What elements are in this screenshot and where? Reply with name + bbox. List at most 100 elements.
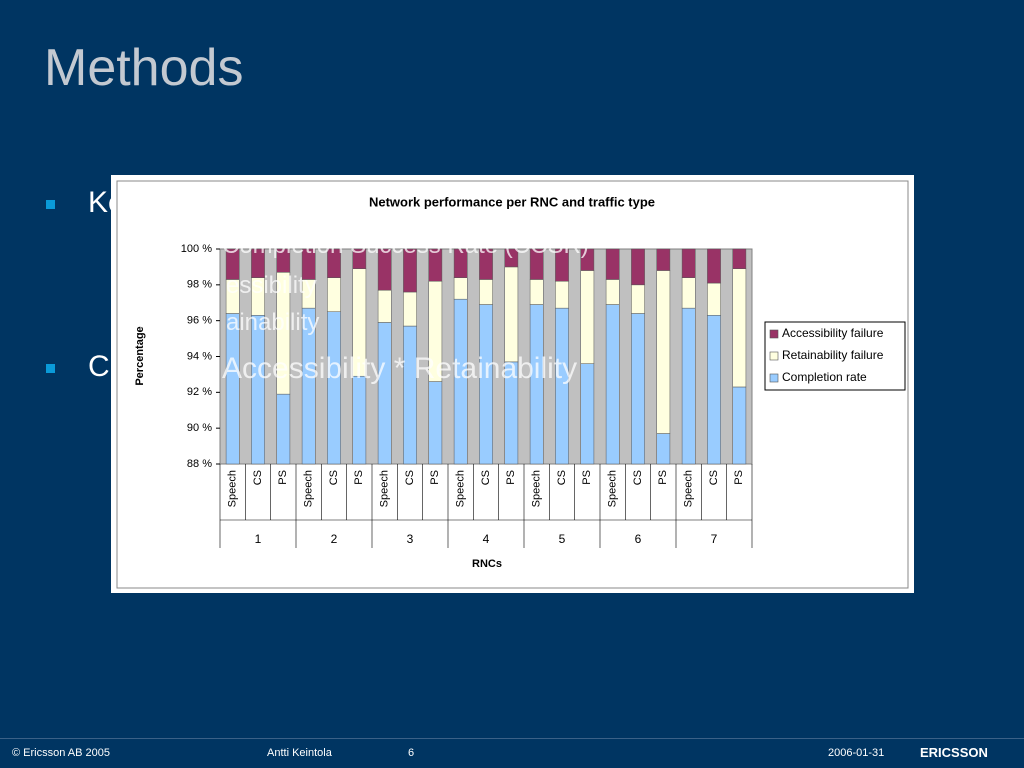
bar-segment — [707, 315, 721, 465]
group-label: 7 — [711, 532, 718, 546]
x-tick-label: Speech — [227, 470, 239, 507]
footer-logo: ERICSSON — [920, 745, 988, 760]
group-label: 3 — [407, 532, 414, 546]
bar-segment — [656, 270, 671, 434]
bar-segment — [225, 248, 240, 280]
x-tick-label: PS — [657, 470, 669, 485]
bar-segment — [428, 381, 443, 465]
bar-segment — [327, 248, 341, 278]
x-tick-label: PS — [581, 470, 593, 485]
legend-label: Retainability failure — [782, 348, 884, 362]
y-tick-label: 94 % — [187, 350, 212, 362]
bar-segment — [276, 393, 291, 465]
bar-segment — [479, 248, 493, 280]
y-tick-label: 88 % — [187, 458, 212, 470]
bar-segment — [529, 248, 544, 280]
bar-segment — [529, 279, 544, 305]
bar-segment — [327, 311, 341, 465]
bar-segment — [605, 248, 620, 280]
bar-segment — [276, 248, 291, 273]
bar-segment — [403, 325, 417, 465]
legend-label: Completion rate — [782, 370, 867, 384]
bar-segment — [656, 433, 671, 465]
bar-segment — [251, 315, 265, 465]
bar-segment — [555, 307, 569, 465]
x-tick-label: CS — [556, 470, 568, 485]
bar-segment — [403, 248, 417, 293]
y-tick-label: 100 % — [181, 243, 212, 255]
group-label: 2 — [331, 532, 338, 546]
y-tick-label: 96 % — [187, 315, 212, 327]
bar-segment — [681, 277, 696, 309]
bar-segment — [327, 277, 341, 312]
bar-segment — [479, 279, 493, 305]
x-tick-label: CS — [252, 470, 264, 485]
group-label: 4 — [483, 532, 490, 546]
x-tick-label: PS — [353, 470, 365, 485]
bar-segment — [605, 304, 620, 465]
bar-segment — [631, 313, 645, 465]
bar-segment — [707, 248, 721, 284]
bar-segment — [377, 322, 392, 465]
x-tick-label: Speech — [607, 470, 619, 507]
legend-swatch — [769, 373, 779, 383]
group-label: 5 — [559, 532, 566, 546]
y-axis-label: Percentage — [134, 326, 146, 385]
legend-swatch — [769, 351, 779, 361]
bullet-overlay: Accessibility * Retainability — [222, 352, 578, 385]
chart-title: Network performance per RNC and traffic … — [369, 194, 655, 209]
bar-segment — [580, 248, 595, 271]
bar-segment — [631, 284, 645, 314]
y-tick-label: 92 % — [187, 386, 212, 398]
slide-title: Methods — [44, 39, 244, 97]
y-tick-label: 98 % — [187, 279, 212, 291]
bullet-icon — [46, 364, 55, 373]
bar-segment — [555, 248, 569, 282]
bar-segment — [453, 277, 468, 300]
bullet-text: C — [88, 350, 110, 383]
bar-segment — [656, 248, 671, 271]
x-tick-label: Speech — [683, 470, 695, 507]
legend-box — [764, 321, 906, 391]
x-axis-label: RNCs — [472, 558, 502, 570]
group-label: 1 — [255, 532, 262, 546]
bullet-icon — [46, 200, 55, 209]
bar-segment — [707, 282, 721, 316]
x-tick-label: CS — [480, 470, 492, 485]
bar-segment — [681, 248, 696, 278]
bar-segment — [681, 307, 696, 465]
x-tick-label: Speech — [531, 470, 543, 507]
bar-segment — [453, 248, 468, 278]
x-tick-label: PS — [505, 470, 517, 485]
x-tick-label: Speech — [455, 470, 467, 507]
x-tick-label: Speech — [303, 470, 315, 507]
group-label: 6 — [635, 532, 642, 546]
bullet-overlay: essibility — [226, 272, 317, 299]
bar-segment — [605, 279, 620, 305]
footer-page: 6 — [408, 747, 415, 759]
x-tick-label: CS — [708, 470, 720, 485]
x-tick-label: CS — [632, 470, 644, 485]
footer-author: Antti Keintola — [267, 747, 332, 759]
bar-segment — [352, 248, 367, 269]
bar-segment — [631, 248, 645, 286]
bar-segment — [428, 248, 443, 282]
x-tick-label: Speech — [379, 470, 391, 507]
bar-segment — [580, 363, 595, 465]
bar-segment — [352, 375, 367, 465]
x-tick-label: CS — [404, 470, 416, 485]
bar-segment — [377, 248, 392, 291]
footer-copyright: © Ericsson AB 2005 — [12, 747, 110, 759]
bullet-overlay: Completion Success Rate (CCSR) — [222, 232, 589, 259]
x-tick-label: CS — [328, 470, 340, 485]
x-tick-label: PS — [429, 470, 441, 485]
bar-segment — [504, 248, 519, 268]
bar-segment — [504, 266, 519, 363]
bar-segment — [301, 248, 316, 280]
legend-swatch — [769, 329, 779, 339]
bar-segment — [377, 289, 392, 323]
bar-segment — [251, 248, 265, 278]
bullet-overlay: ainability — [226, 309, 320, 336]
